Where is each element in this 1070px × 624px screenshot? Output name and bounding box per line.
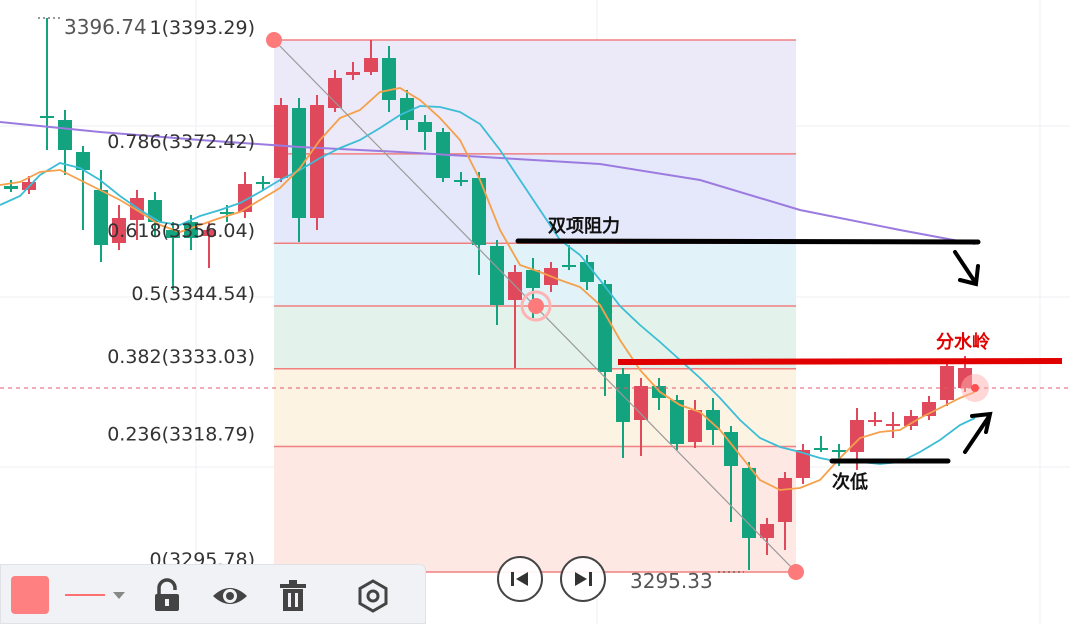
ma-slow-line (0, 105, 976, 465)
fib-level-label: 0.5(3344.54) (131, 283, 255, 305)
fib-band (274, 368, 796, 447)
line-style-icon (65, 594, 105, 596)
candle-body (166, 230, 180, 238)
moving-averages (0, 87, 976, 491)
watershed-label: 分水岭 (936, 331, 990, 353)
double-top-resistance-line[interactable] (515, 238, 981, 245)
candle-body (490, 246, 504, 305)
double-top-label: 双项阻力 (548, 216, 620, 237)
low-price-label: 3295.33 (630, 569, 713, 593)
candle-body (760, 524, 774, 538)
candle-body (850, 420, 864, 452)
fib-midpoint-dot (528, 298, 544, 314)
candle-body (796, 450, 810, 478)
candle-body (940, 366, 954, 400)
candle-body (382, 58, 396, 100)
candle-body (94, 190, 108, 245)
candle-body (832, 450, 846, 452)
candle-body (292, 108, 306, 218)
hexagon-settings-icon (358, 579, 388, 613)
candle-body (886, 424, 900, 426)
lock-button[interactable] (147, 577, 187, 615)
candle-body (814, 448, 828, 450)
candle-body (4, 186, 18, 189)
candle-body (220, 212, 234, 214)
fib-anchor-end[interactable] (788, 564, 804, 580)
candle-body (616, 374, 630, 422)
candle-body (310, 105, 324, 218)
fib-band (274, 40, 796, 154)
fib-band (274, 305, 796, 369)
candle-body (598, 284, 612, 372)
candle-body (562, 265, 576, 267)
prev-bar-button[interactable] (497, 556, 543, 602)
candle-body (778, 478, 792, 522)
chevron-down-icon (113, 591, 125, 599)
candle-body (274, 105, 288, 178)
fib-level-label: 0.618(3356.04) (107, 220, 255, 242)
candle-body (742, 468, 756, 538)
visibility-button[interactable] (210, 577, 250, 615)
ma-long-line (0, 121, 976, 245)
fib-level-label: 1(3393.29) (150, 17, 255, 39)
down-arrow-icon (953, 250, 980, 287)
next-bar-button[interactable] (560, 556, 606, 602)
fib-midpoint-ring[interactable] (520, 290, 552, 322)
candle-body (112, 218, 126, 243)
candle-body (634, 386, 648, 420)
watershed-line[interactable] (617, 358, 1063, 365)
candle-body (328, 78, 342, 108)
up-arrow-icon (963, 411, 993, 454)
candle-body (454, 180, 468, 182)
current-price-dot (971, 384, 979, 392)
candle-body (40, 116, 54, 118)
candle-body (130, 198, 144, 220)
fib-anchor-start[interactable] (266, 32, 282, 48)
drawing-toolbar (0, 564, 426, 624)
candle-body (904, 416, 918, 426)
candle-body (58, 120, 72, 150)
high-price-label: 3396.74 (64, 15, 147, 39)
fib-level-label: 0.786(3372.42) (107, 131, 255, 153)
fib-level-label: 0.382(3333.03) (107, 346, 255, 368)
candle-body (472, 178, 486, 245)
candle-body (688, 410, 702, 442)
lock-open-icon (155, 578, 179, 611)
trash-icon (280, 580, 306, 611)
fib-level-labels: 1(3393.29) 0.786(3372.42) 0.618(3356.04) 0.… (107, 17, 255, 571)
skip-back-icon (511, 572, 528, 586)
candle-body (238, 184, 252, 212)
candle-body (256, 182, 270, 184)
line-style-dropdown[interactable] (61, 579, 129, 611)
candle-body (400, 98, 414, 120)
candle-body (706, 410, 720, 430)
fib-level-label: 0.236(3318.79) (107, 423, 255, 445)
color-swatch-button[interactable] (11, 576, 49, 614)
eye-icon (213, 588, 247, 604)
settings-button[interactable] (353, 577, 393, 615)
candle-body (670, 400, 684, 444)
candle-body (364, 58, 378, 72)
candle-body (418, 122, 432, 132)
fib-band (274, 153, 796, 244)
candle-body (346, 72, 360, 75)
fib-band (274, 446, 796, 572)
candle-body (526, 270, 540, 288)
candle-body (76, 152, 90, 170)
ma-fast-line (0, 87, 976, 491)
skip-forward-icon (575, 572, 592, 586)
drawings[interactable]: 双项阻力 分水岭 次低 3396.74 3295.33 (0, 15, 1070, 593)
candle-body (202, 230, 216, 236)
candle-body (868, 420, 882, 422)
second-low-label: 次低 (832, 471, 868, 493)
delete-button[interactable] (273, 577, 313, 615)
